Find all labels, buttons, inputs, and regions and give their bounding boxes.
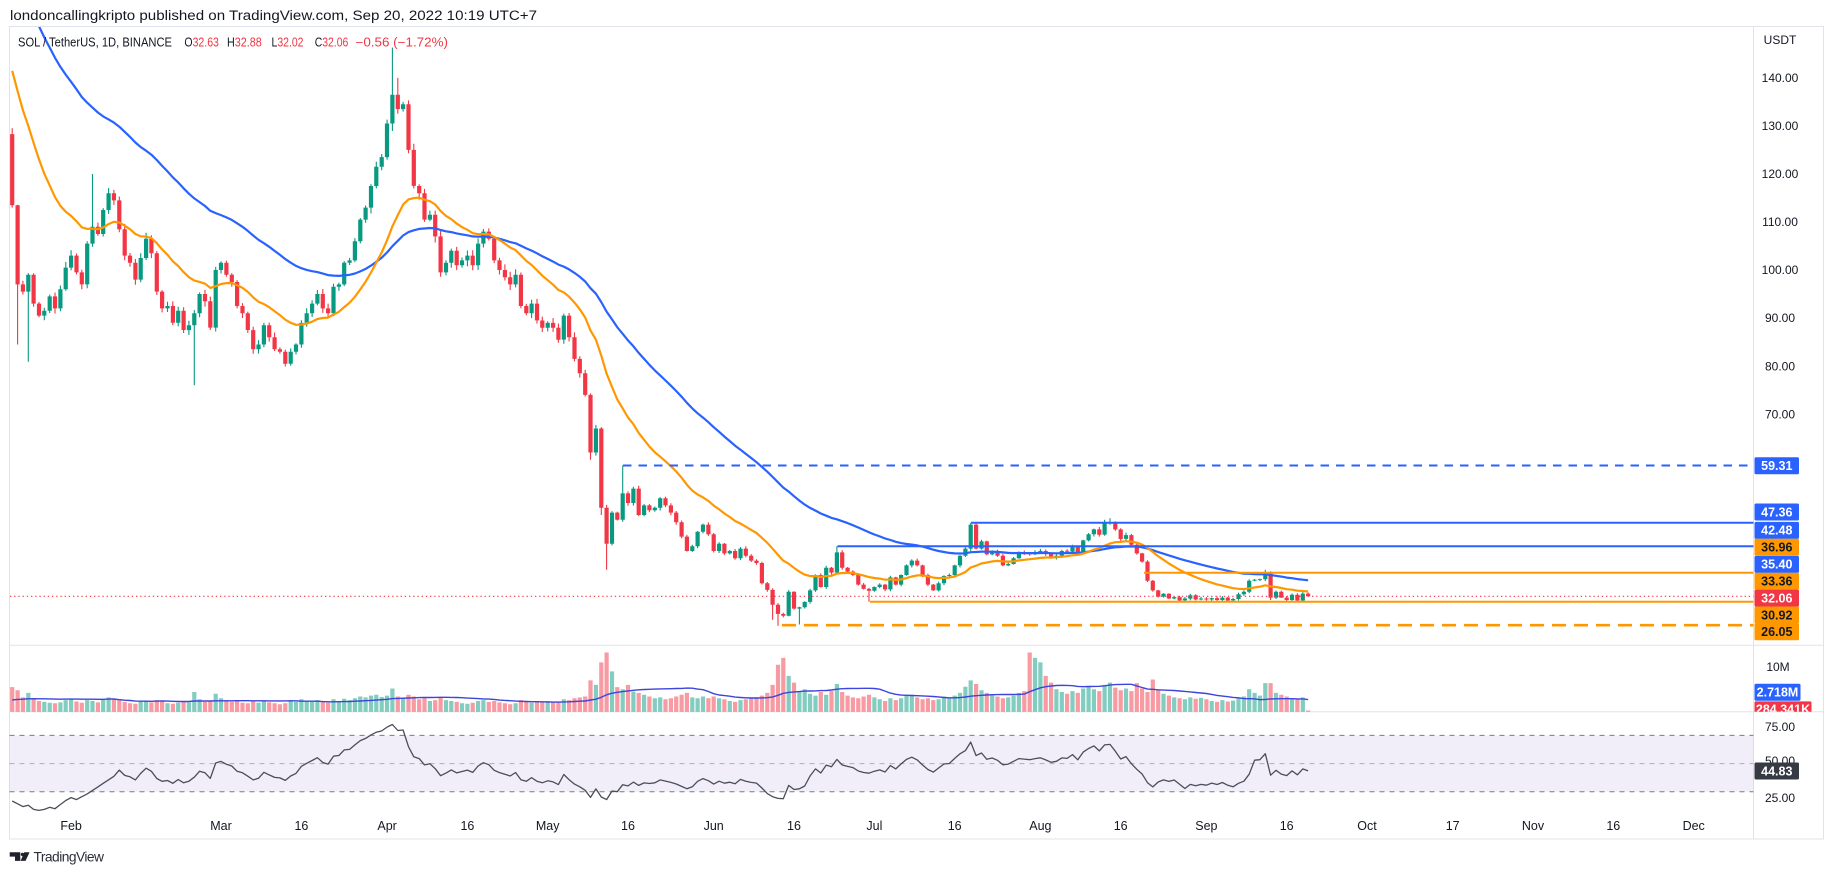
svg-text:16: 16 xyxy=(787,819,801,833)
svg-text:42.48: 42.48 xyxy=(1761,524,1792,538)
svg-text:90.00: 90.00 xyxy=(1765,311,1795,325)
svg-text:120.00: 120.00 xyxy=(1762,167,1799,181)
svg-text:USDT: USDT xyxy=(1764,33,1797,47)
svg-text:36.96: 36.96 xyxy=(1761,541,1792,555)
svg-text:TradingView: TradingView xyxy=(34,850,105,865)
svg-text:70.00: 70.00 xyxy=(1765,407,1795,421)
svg-text:Sep: Sep xyxy=(1195,819,1217,833)
svg-text:L32.02: L32.02 xyxy=(272,36,304,50)
svg-text:2.718M: 2.718M xyxy=(1757,686,1799,700)
svg-text:Nov: Nov xyxy=(1522,819,1545,833)
svg-text:Jun: Jun xyxy=(704,819,724,833)
svg-text:16: 16 xyxy=(1114,819,1128,833)
svg-text:80.00: 80.00 xyxy=(1765,359,1795,373)
svg-text:75.00: 75.00 xyxy=(1765,720,1795,734)
svg-text:Oct: Oct xyxy=(1357,819,1377,833)
svg-text:16: 16 xyxy=(621,819,635,833)
svg-text:10M: 10M xyxy=(1766,660,1789,674)
svg-text:Aug: Aug xyxy=(1029,819,1051,833)
svg-text:SOL / TetherUS, 1D, BINANCE: SOL / TetherUS, 1D, BINANCE xyxy=(18,36,172,50)
svg-text:−0.56 (−1.72%): −0.56 (−1.72%) xyxy=(356,36,449,50)
svg-text:17: 17 xyxy=(1446,819,1460,833)
svg-text:Mar: Mar xyxy=(210,819,232,833)
svg-text:47.36: 47.36 xyxy=(1761,505,1792,519)
svg-text:16: 16 xyxy=(294,819,308,833)
svg-text:100.00: 100.00 xyxy=(1762,263,1799,277)
svg-text:Feb: Feb xyxy=(60,819,82,833)
svg-text:110.00: 110.00 xyxy=(1762,215,1798,229)
svg-text:32.06: 32.06 xyxy=(1761,591,1792,605)
svg-text:Dec: Dec xyxy=(1683,819,1705,833)
svg-text:59.31: 59.31 xyxy=(1761,459,1792,473)
svg-text:140.00: 140.00 xyxy=(1762,71,1799,85)
svg-text:C32.06: C32.06 xyxy=(315,36,349,50)
svg-text:130.00: 130.00 xyxy=(1762,119,1799,133)
svg-text:284.341K: 284.341K xyxy=(1756,703,1810,717)
svg-text:44.83: 44.83 xyxy=(1761,764,1792,778)
svg-text:H32.88: H32.88 xyxy=(227,36,262,50)
svg-text:O32.63: O32.63 xyxy=(184,36,219,50)
svg-text:16: 16 xyxy=(948,819,962,833)
svg-text:16: 16 xyxy=(1606,819,1620,833)
svg-text:May: May xyxy=(536,819,560,833)
svg-text:16: 16 xyxy=(460,819,474,833)
svg-text:Apr: Apr xyxy=(377,819,396,833)
svg-text:35.40: 35.40 xyxy=(1761,558,1792,572)
svg-text:26.05: 26.05 xyxy=(1761,625,1792,639)
svg-text:30.92: 30.92 xyxy=(1761,608,1792,622)
svg-text:londoncallingkripto published: londoncallingkripto published on Trading… xyxy=(10,8,537,23)
svg-text:33.36: 33.36 xyxy=(1761,575,1792,589)
svg-text:16: 16 xyxy=(1280,819,1294,833)
svg-text:25.00: 25.00 xyxy=(1765,791,1795,805)
svg-text:Jul: Jul xyxy=(866,819,882,833)
